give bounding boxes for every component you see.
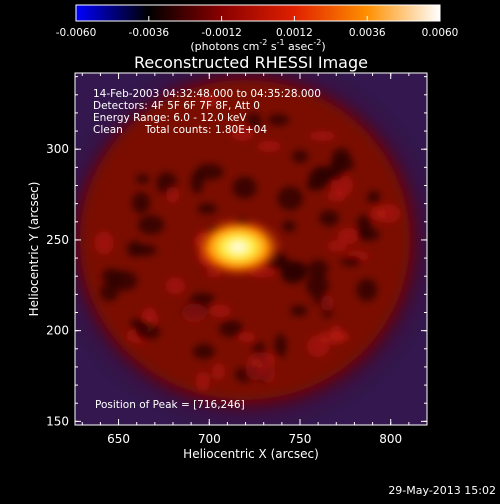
timestamp: 29-May-2013 15:02 bbox=[388, 484, 496, 497]
colorbar-tick-label: -0.0036 bbox=[129, 27, 170, 39]
time-range-text: 14-Feb-2003 04:32:48.000 to 04:35:28.000 bbox=[93, 88, 321, 100]
colorbar-ticks: -0.0060 -0.0036 -0.0012 0.0012 0.0036 0.0060 bbox=[56, 16, 459, 39]
x-tick-label: 650 bbox=[107, 432, 130, 446]
detectors-text: Detectors: 4F 5F 6F 7F 8F, Att 0 bbox=[93, 100, 260, 112]
colorbar-tick-label: 0.0036 bbox=[349, 27, 386, 39]
clean-label: Clean bbox=[93, 124, 123, 136]
colorbar-gradient bbox=[75, 4, 441, 22]
y-tick-label: 300 bbox=[46, 142, 69, 156]
info-overlay: 14-Feb-2003 04:32:48.000 to 04:35:28.000… bbox=[93, 88, 321, 411]
heatmap-image bbox=[75, 73, 427, 425]
colorbar-tick-label: -0.0012 bbox=[201, 27, 242, 39]
x-tick-label: 800 bbox=[379, 432, 402, 446]
y-tick-label: 250 bbox=[46, 233, 69, 247]
y-axis-label: Heliocentric Y (arcsec) bbox=[27, 182, 41, 317]
colorbar-tick-label: -0.0060 bbox=[56, 27, 97, 39]
peak-position-text: Position of Peak = [716,246] bbox=[95, 399, 245, 411]
colorbar-tick-label: 0.0012 bbox=[276, 27, 313, 39]
x-axis-label: Heliocentric X (arcsec) bbox=[183, 447, 319, 461]
x-tick-label: 700 bbox=[198, 432, 221, 446]
y-tick-label: 200 bbox=[46, 324, 69, 338]
chart-title: Reconstructed RHESSI Image bbox=[134, 53, 368, 72]
x-axis: 650 700 750 800 bbox=[81, 73, 428, 446]
x-tick-label: 750 bbox=[289, 432, 312, 446]
total-counts-text: Total counts: 1.80E+04 bbox=[144, 124, 267, 136]
colorbar: -0.0060 -0.0036 -0.0012 0.0012 0.0036 0.0060 … bbox=[56, 4, 459, 53]
colorbar-tick-label: 0.0060 bbox=[422, 27, 459, 39]
colorbar-label: (photons cm-2 s-1 asec-2) bbox=[190, 38, 325, 53]
y-axis: 150 200 250 300 bbox=[46, 76, 427, 428]
plot-frame bbox=[74, 72, 428, 426]
energy-range-text: Energy Range: 6.0 - 12.0 keV bbox=[93, 112, 247, 124]
y-tick-label: 150 bbox=[46, 414, 69, 428]
peak-source bbox=[193, 217, 284, 278]
